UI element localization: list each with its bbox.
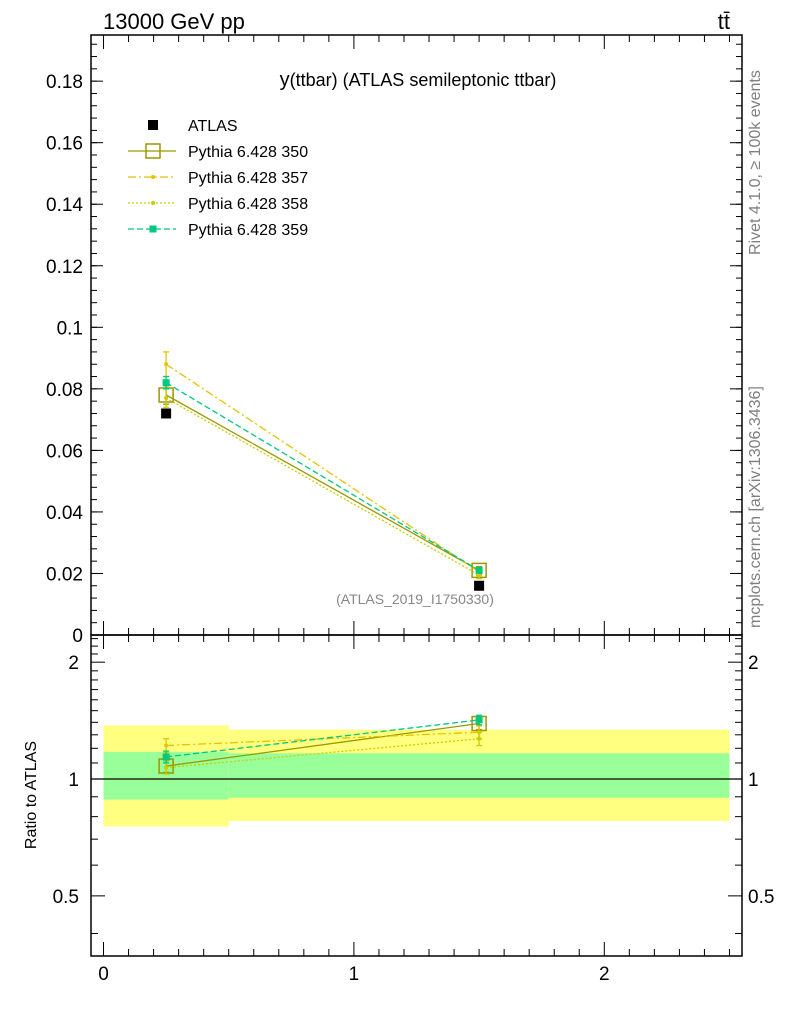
energy-label: 13000 GeV pp: [103, 9, 245, 34]
series-line-3: [165, 397, 480, 576]
main-panel-series: [158, 351, 487, 591]
ratio-ytick-label-right: 1: [748, 770, 759, 791]
ratio-ylabel: Ratio to ATLAS: [23, 741, 40, 849]
xtick-label: 0: [98, 964, 109, 985]
series-line-4: [165, 382, 480, 571]
process-label: tt̄: [718, 9, 730, 34]
main-ytick-label: 0.18: [46, 72, 83, 93]
source-label: mcplots.cern.ch [arXiv:1306.3436]: [747, 386, 764, 628]
main-ytick-label: 0.16: [46, 134, 83, 155]
ratio-ytick-label: 1: [68, 770, 79, 791]
xtick-label: 2: [599, 964, 610, 985]
main-ytick-label: 0.04: [46, 503, 83, 524]
ratio-line-3: [166, 738, 480, 769]
main-panel-axes: 0 0.02 0.04 0.06 0.08 0.1 0.12 0.14 0.16 0.18: [46, 34, 743, 647]
ratio-ytick-label: 0.5: [53, 887, 79, 908]
legend-label-1: Pythia 6.428 350: [188, 144, 308, 161]
main-ytick-label: 0.12: [46, 257, 83, 278]
rivet-label: Rivet 4.1.0, ≥ 100k events: [747, 70, 764, 255]
main-ytick-label: 0.1: [57, 318, 83, 339]
ratio-point: [475, 716, 483, 724]
main-ytick-label: 0.06: [46, 441, 83, 462]
series-line-1: [165, 394, 480, 571]
main-ytick-label: 0.08: [46, 380, 83, 401]
ratio-point: [477, 736, 482, 741]
ratio-panel-bands: [91, 725, 742, 827]
series-point: [162, 379, 170, 387]
ratio-line-4: [166, 719, 480, 758]
atlas-data-point: [161, 408, 172, 419]
ratio-line-1: [166, 722, 480, 767]
analysis-id-label: (ATLAS_2019_I1750330): [336, 591, 494, 607]
series-point: [477, 573, 482, 577]
ratio-ytick-label: 2: [68, 653, 79, 674]
ratio-band-green-2: [228, 753, 730, 798]
main-ytick-label: 0.14: [46, 195, 83, 216]
xtick-label: 1: [349, 964, 360, 985]
legend-label-3: Pythia 6.428 358: [188, 196, 308, 213]
ratio-panel-axes: 0.5 0.5 1 1 2 2 0 1 2: [53, 634, 774, 985]
main-ytick-label: 0.02: [46, 564, 83, 585]
series-point: [164, 362, 169, 367]
series-point: [164, 396, 169, 401]
legend-marker-1: [145, 143, 161, 159]
ratio-point: [164, 743, 169, 748]
series-line-2: [165, 363, 480, 573]
chart-title: y(ttbar) (ATLAS semileptonic ttbar): [280, 69, 557, 91]
ratio-point: [162, 753, 170, 761]
legend-marker-2: [151, 175, 155, 179]
chart-title-rest: (ttbar) (ATLAS semileptonic ttbar): [290, 70, 557, 90]
ratio-point: [164, 765, 169, 770]
series-point: [475, 566, 483, 574]
legend-marker-4: [149, 225, 157, 233]
ratio-ytick-label-right: 2: [748, 653, 759, 674]
legend-label-4: Pythia 6.428 359: [188, 222, 308, 239]
ratio-frame: [90, 634, 743, 957]
legend-label-atlas: ATLAS: [188, 118, 238, 135]
legend-marker-3: [151, 201, 155, 205]
chart-title-main: y: [280, 69, 290, 91]
legend-label-2: Pythia 6.428 357: [188, 170, 308, 187]
main-ytick-label: 0: [72, 626, 83, 647]
atlas-data-point: [474, 580, 485, 591]
ratio-ytick-label-right: 0.5: [748, 887, 774, 908]
legend: ATLAS Pythia 6.428 350 Pythia 6.428 357 Pyt…: [128, 118, 308, 239]
legend-marker-atlas: [148, 120, 158, 130]
ratio-panel-series: [158, 714, 487, 775]
